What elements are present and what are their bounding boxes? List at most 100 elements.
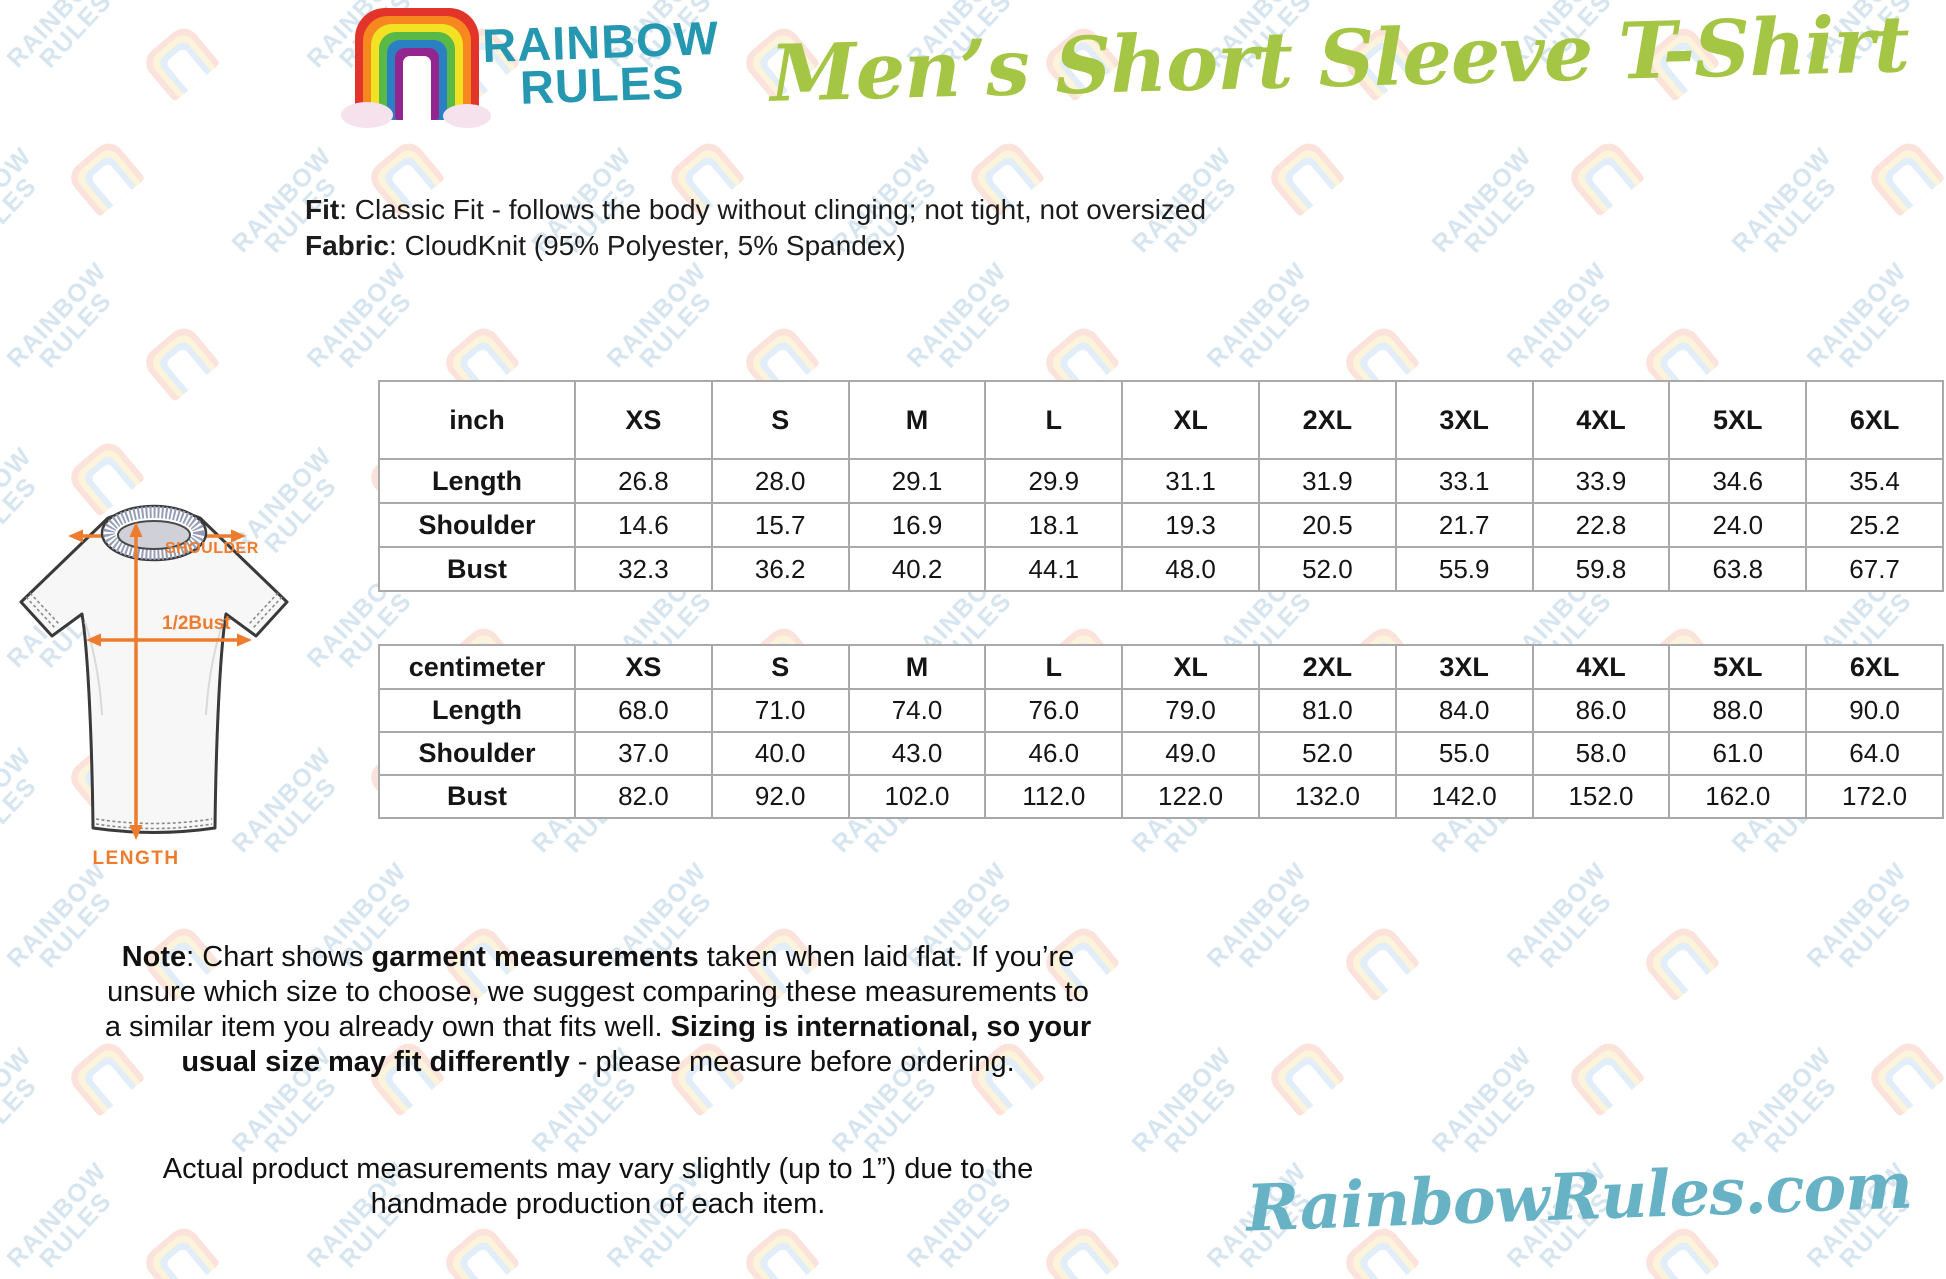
measurement-cell: 152.0 bbox=[1531, 774, 1671, 819]
watermark-rainbow-icon bbox=[1264, 137, 1346, 217]
size-column-header: 6XL bbox=[1805, 380, 1944, 460]
measurement-cell: 21.7 bbox=[1394, 502, 1534, 548]
measurement-cell: 29.1 bbox=[847, 458, 987, 504]
watermark-rainbow-icon bbox=[1564, 1037, 1646, 1117]
measurement-cell: 34.6 bbox=[1668, 458, 1808, 504]
measurement-cell: 61.0 bbox=[1668, 731, 1808, 776]
measurement-cell: 33.9 bbox=[1531, 458, 1671, 504]
row-label-cell: Shoulder bbox=[378, 731, 576, 776]
measurement-cell: 63.8 bbox=[1668, 546, 1808, 592]
measurement-cell: 142.0 bbox=[1394, 774, 1534, 819]
measurement-cell: 112.0 bbox=[984, 774, 1124, 819]
watermark-rainbow-icon bbox=[1939, 22, 1946, 102]
tshirt-measurement-diagram: SHOULDER 1/2Bust LENGTH bbox=[19, 504, 289, 869]
size-column-header: 5XL bbox=[1668, 644, 1808, 690]
measurement-cell: 40.2 bbox=[847, 546, 987, 592]
measurement-cell: 43.0 bbox=[847, 731, 987, 776]
measurement-cell: 40.0 bbox=[710, 731, 850, 776]
watermark-rainbow-icon bbox=[1564, 137, 1646, 217]
watermark-rainbow-icon bbox=[1039, 1222, 1121, 1279]
size-table-centimeter: centimeter XS S M L XL 2XL 3XL 4XL 5XL 6XL Length 68… bbox=[378, 644, 1944, 819]
measurement-cell: 58.0 bbox=[1531, 731, 1671, 776]
measurement-cell: 49.0 bbox=[1121, 731, 1260, 776]
notes-section: Note: Chart shows garment measurements t… bbox=[103, 940, 1093, 1222]
size-column-header: 2XL bbox=[1257, 380, 1397, 460]
measurement-row: Bust 82.0 92.0 102.0 112.0 122.0 132.0 142.0 152… bbox=[378, 774, 1944, 819]
watermark-rainbow-icon bbox=[1339, 922, 1421, 1002]
row-label-cell: Bust bbox=[378, 774, 576, 819]
measurement-cell: 37.0 bbox=[574, 731, 713, 776]
unit-header-cell: centimeter bbox=[378, 644, 576, 690]
measurement-cell: 22.8 bbox=[1531, 502, 1671, 548]
measurement-cell: 162.0 bbox=[1668, 774, 1808, 819]
measurement-cell: 24.0 bbox=[1668, 502, 1808, 548]
size-column-header: 5XL bbox=[1668, 380, 1808, 460]
size-column-header: S bbox=[710, 380, 850, 460]
measurement-cell: 20.5 bbox=[1257, 502, 1397, 548]
size-column-header: XL bbox=[1121, 380, 1260, 460]
watermark-rainbow-icon bbox=[139, 22, 221, 102]
measurement-cell: 28.0 bbox=[710, 458, 850, 504]
bust-arrow-label: 1/2Bust bbox=[162, 613, 231, 634]
length-arrow-label: LENGTH bbox=[92, 848, 179, 869]
watermark-rainbow-icon bbox=[739, 1222, 821, 1279]
tshirt-outline bbox=[19, 509, 289, 834]
measurement-cell: 15.7 bbox=[710, 502, 850, 548]
row-label-cell: Bust bbox=[378, 546, 576, 592]
measurement-cell: 14.6 bbox=[574, 502, 713, 548]
measurement-cell: 33.1 bbox=[1394, 458, 1534, 504]
measurement-cell: 19.3 bbox=[1121, 502, 1260, 548]
watermark-rainbow-icon bbox=[139, 1222, 221, 1279]
measurement-cell: 35.4 bbox=[1805, 458, 1944, 504]
measurement-cell: 172.0 bbox=[1805, 774, 1944, 819]
rainbow-rules-logo-icon bbox=[341, 8, 491, 128]
logo-cloud-right bbox=[443, 104, 491, 128]
row-label-cell: Length bbox=[378, 458, 576, 504]
size-column-header: XS bbox=[574, 380, 713, 460]
size-tables: inch XS S M L XL 2XL 3XL 4XL 5XL 6XL Length 26.8 28.0… bbox=[378, 380, 1944, 819]
measurement-cell: 90.0 bbox=[1805, 688, 1944, 733]
measurement-cell: 55.9 bbox=[1394, 546, 1534, 592]
size-column-header: L bbox=[984, 644, 1124, 690]
measurement-row: Length 68.0 71.0 74.0 76.0 79.0 81.0 84.0 86.0 88… bbox=[378, 688, 1944, 733]
size-column-header: M bbox=[847, 644, 987, 690]
measurement-cell: 55.0 bbox=[1394, 731, 1534, 776]
size-column-header: 2XL bbox=[1257, 644, 1397, 690]
measurement-cell: 52.0 bbox=[1257, 731, 1397, 776]
measurement-cell: 86.0 bbox=[1531, 688, 1671, 733]
size-column-header: 4XL bbox=[1531, 644, 1671, 690]
measurement-cell: 18.1 bbox=[984, 502, 1124, 548]
watermark-rainbow-icon bbox=[1639, 922, 1721, 1002]
measurement-cell: 16.9 bbox=[847, 502, 987, 548]
size-table-inch: inch XS S M L XL 2XL 3XL 4XL 5XL 6XL Length 26.8 28.0… bbox=[378, 380, 1944, 592]
measurement-cell: 64.0 bbox=[1805, 731, 1944, 776]
row-label-cell: Length bbox=[378, 688, 576, 733]
size-column-header: 3XL bbox=[1394, 380, 1534, 460]
fit-line: Fit: Classic Fit - follows the body with… bbox=[305, 194, 1207, 225]
size-column-header: XL bbox=[1121, 644, 1260, 690]
watermark-rainbow-icon bbox=[1939, 922, 1946, 1002]
measurement-cell: 36.2 bbox=[710, 546, 850, 592]
watermark-rainbow-icon bbox=[64, 137, 146, 217]
header-row: centimeter XS S M L XL 2XL 3XL 4XL 5XL 6XL bbox=[378, 644, 1944, 690]
brand-wordmark: RAINBOW RULES bbox=[481, 11, 722, 114]
fabric-line: Fabric: CloudKnit (95% Polyester, 5% Spa… bbox=[305, 230, 906, 261]
measurement-cell: 132.0 bbox=[1257, 774, 1397, 819]
measurement-cell: 76.0 bbox=[984, 688, 1124, 733]
measurement-cell: 29.9 bbox=[984, 458, 1124, 504]
measurement-cell: 59.8 bbox=[1531, 546, 1671, 592]
